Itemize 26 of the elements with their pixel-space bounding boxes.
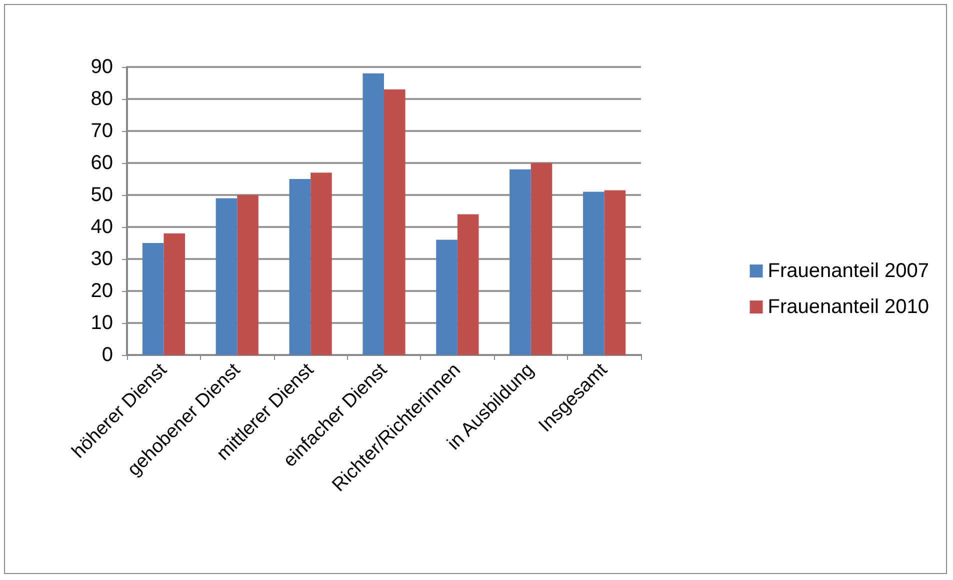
bar [216,198,238,355]
bar [164,233,186,355]
bar [604,190,626,355]
bar [237,195,258,355]
y-tick-label: 40 [90,216,113,238]
bar [582,192,604,355]
y-tick-label: 70 [90,120,113,142]
y-tick-label: 20 [90,280,113,302]
bar [530,163,552,355]
bar [457,214,479,355]
bar [310,172,332,355]
y-tick-label: 50 [90,184,113,206]
legend-label: Frauenanteil 2007 [768,260,930,282]
bar [289,179,311,355]
y-tick-label: 80 [90,88,113,110]
bar [510,169,531,355]
y-tick-label: 0 [102,344,113,366]
legend-label: Frauenanteil 2010 [768,296,930,318]
y-tick-label: 90 [90,56,113,78]
y-tick-label: 10 [90,312,113,334]
y-tick-label: 60 [90,152,113,174]
y-tick-label: 30 [90,248,113,270]
bar [436,240,458,355]
bar [142,243,164,355]
bar [384,89,406,355]
bar [362,73,384,355]
